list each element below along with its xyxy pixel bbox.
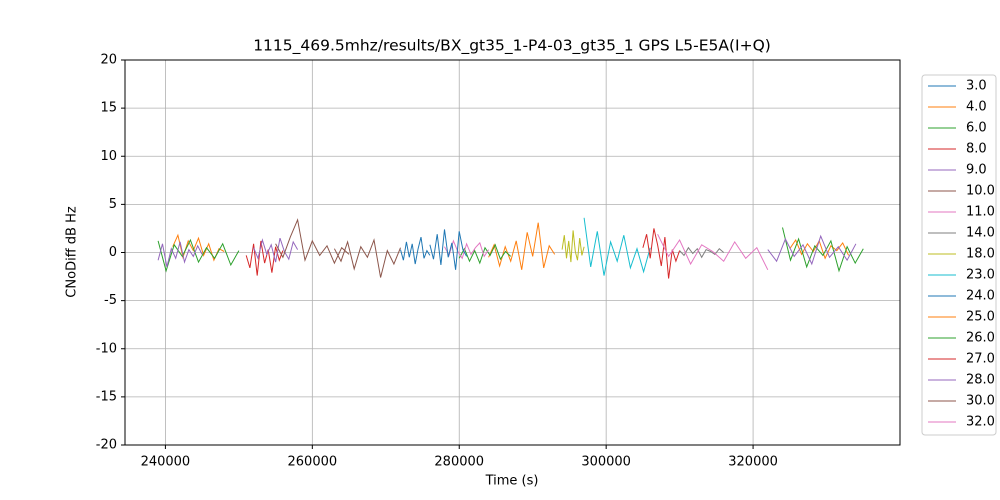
legend-label: 11.0 — [966, 205, 995, 220]
series-line — [583, 217, 651, 276]
y-tick-label: 5 — [109, 197, 117, 212]
y-tick-label: 0 — [109, 245, 117, 260]
series-line — [642, 228, 681, 279]
legend-label: 4.0 — [966, 100, 987, 115]
y-tick-label: -20 — [96, 438, 117, 453]
y-tick-label: 10 — [100, 149, 117, 164]
series-line — [400, 236, 431, 265]
legend-label: 28.0 — [966, 373, 995, 388]
legend-label: 10.0 — [966, 184, 995, 199]
series-line — [157, 234, 857, 268]
series-line — [561, 230, 585, 263]
legend-label: 27.0 — [966, 352, 995, 367]
series-line — [253, 237, 299, 263]
series-line — [157, 227, 864, 273]
legend-label: 32.0 — [966, 415, 995, 430]
x-tick-label: 320000 — [728, 455, 778, 470]
plot-area: -20 -15 -10 -5 0 5 10 15 20 240000 260000 280000 300… — [96, 53, 901, 470]
legend-label: 18.0 — [966, 247, 995, 262]
x-tick-label: 260000 — [288, 455, 338, 470]
legend: 3.0 4.0 6.0 8.0 9.0 10.0 11.0 14.0 18.0 23.0 24.0 2… — [928, 79, 995, 430]
legend-label: 9.0 — [966, 163, 987, 178]
chart-title: 1115_469.5mhz/results/BX_gt35_1-P4-03_gt… — [253, 37, 771, 56]
series-line — [275, 218, 350, 265]
axes-frame — [124, 59, 901, 446]
x-tick-label: 300000 — [581, 455, 631, 470]
legend-label: 26.0 — [966, 331, 995, 346]
series-line — [657, 233, 769, 271]
y-tick-label: 15 — [100, 101, 117, 116]
x-tick-label: 280000 — [434, 455, 484, 470]
legend-label: 30.0 — [966, 394, 995, 409]
legend-label: 25.0 — [966, 310, 995, 325]
series-line — [333, 238, 401, 278]
series-line — [245, 240, 284, 276]
y-tick-label: -10 — [96, 341, 117, 356]
series-line — [429, 229, 468, 270]
y-tick-label: 20 — [100, 53, 117, 68]
legend-label: 3.0 — [966, 79, 987, 94]
y-tick-label: -5 — [104, 293, 117, 308]
legend-label: 6.0 — [966, 121, 987, 136]
x-tick-label: 240000 — [141, 455, 191, 470]
legend-label: 24.0 — [966, 289, 995, 304]
series-line — [488, 222, 556, 270]
x-axis-label: Time (s) — [485, 474, 539, 489]
series-line — [679, 246, 725, 259]
legend-label: 23.0 — [966, 268, 995, 283]
y-tick-label: -15 — [96, 389, 117, 404]
legend-label: 8.0 — [966, 142, 987, 157]
legend-box — [921, 74, 997, 436]
series-line — [458, 243, 512, 265]
legend-label: 14.0 — [966, 226, 995, 241]
y-axis-label: CNoDiff dB Hz — [65, 206, 80, 298]
